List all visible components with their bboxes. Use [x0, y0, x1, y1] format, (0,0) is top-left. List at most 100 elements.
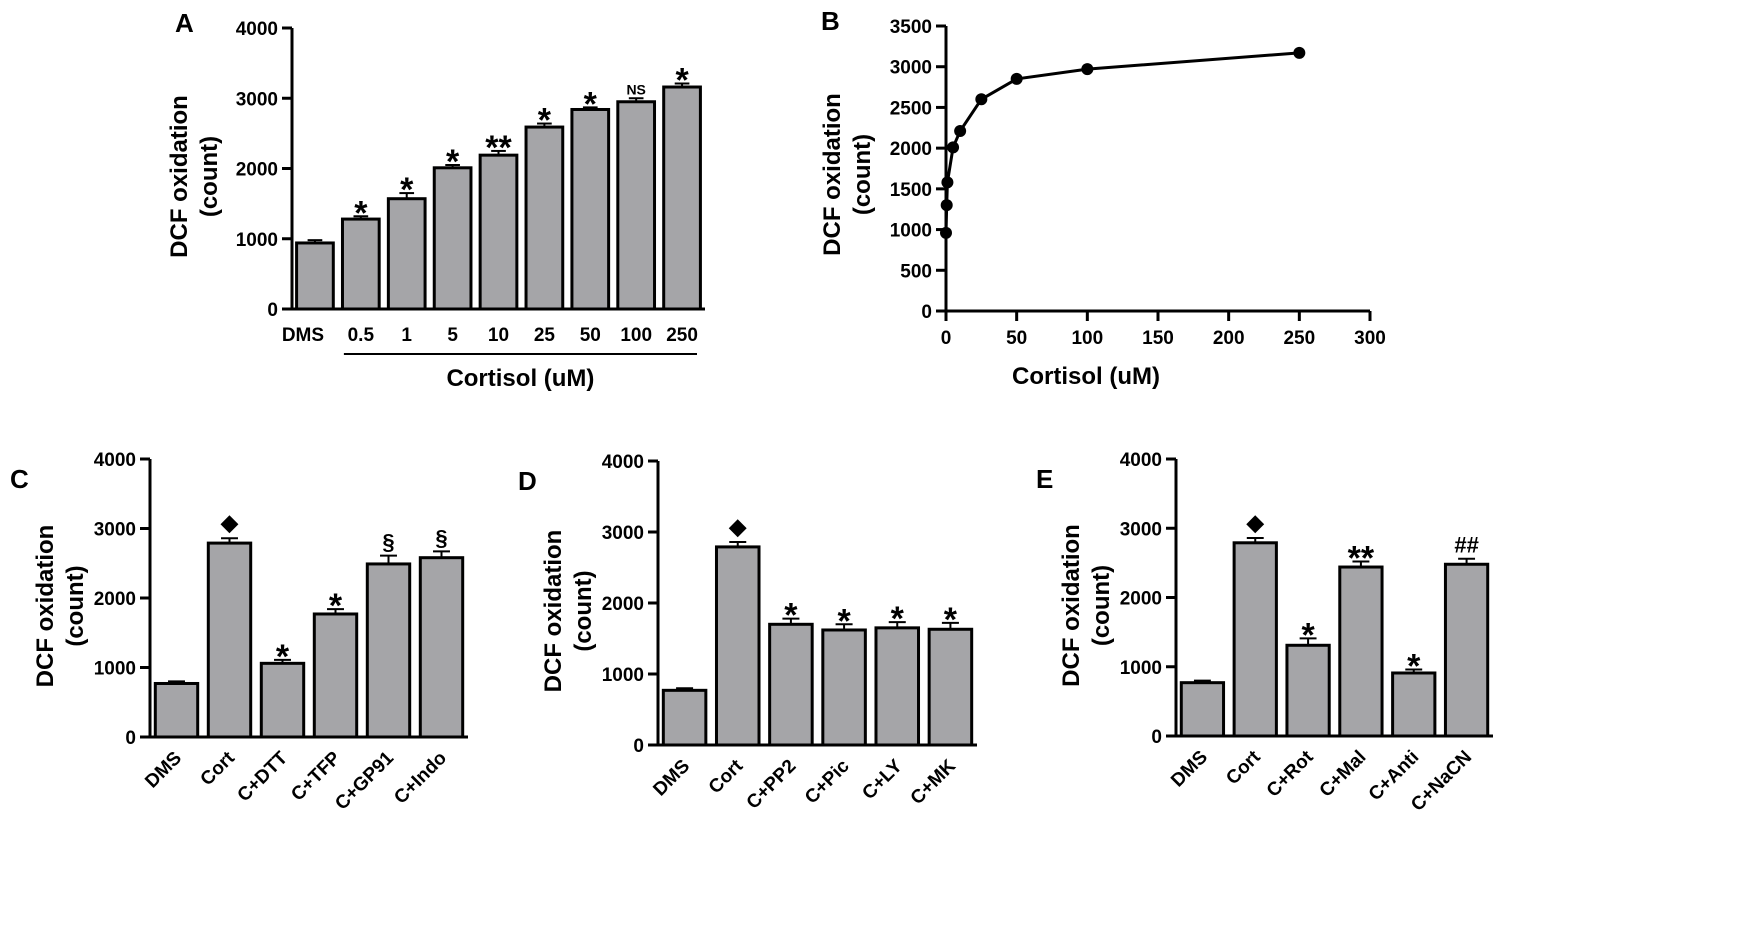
significance-mark-E: ** [1348, 539, 1375, 577]
bar-E [1179, 681, 1226, 738]
x-tick-label-A: 50 [580, 325, 601, 346]
y-tick-label-A: 2000 [236, 160, 278, 181]
bar-D [821, 628, 867, 747]
significance-mark-C: ◆ [220, 510, 239, 535]
bar-D [874, 626, 921, 747]
y-axis-title-E: (count) [1088, 565, 1115, 646]
y-axis-title-C: DCF oxidation [32, 525, 59, 688]
significance-mark-C: * [329, 587, 343, 625]
x-tick-label-C: C+DTT [234, 747, 293, 806]
x-tick-label-D: C+Pic [801, 755, 854, 808]
y-tick-label-C: 3000 [94, 520, 136, 541]
x-tick-label-B: 250 [1283, 328, 1315, 349]
significance-mark-A: * [400, 171, 414, 209]
x-tick-label-D: C+MK [907, 755, 960, 808]
bar-E [1338, 565, 1384, 738]
x-tick-label-A: 250 [666, 325, 698, 346]
y-tick-label-C: 4000 [94, 450, 136, 471]
panel-label-B: B [821, 6, 840, 36]
significance-mark-A: NS [626, 81, 645, 97]
y-tick-label-E: 0 [1151, 727, 1162, 748]
significance-mark-E: * [1301, 616, 1315, 654]
x-tick-label-A: 10 [488, 325, 509, 346]
data-point-B [975, 93, 988, 106]
y-tick-label-D: 4000 [602, 452, 644, 473]
y-tick-label-B: 3500 [890, 17, 932, 38]
panel-label-E: E [1036, 464, 1053, 494]
y-tick-label-B: 500 [900, 261, 932, 282]
bar-C [259, 661, 306, 739]
y-tick-label-B: 2000 [890, 139, 932, 160]
x-tick-label-A: DMS [282, 325, 324, 346]
significance-mark-D: * [784, 597, 798, 635]
bar-A [432, 166, 473, 311]
data-point-B [954, 125, 967, 138]
y-tick-label-A: 4000 [236, 19, 278, 40]
bar-A [478, 153, 519, 311]
y-axis-title-B: DCF oxidation [819, 93, 846, 256]
panel-label-D: D [518, 466, 537, 496]
significance-mark-D: * [837, 602, 851, 640]
x-axis-title-B: Cortisol (uM) [1012, 363, 1160, 390]
x-tick-label-A: 5 [447, 325, 458, 346]
significance-mark-A: ** [485, 129, 512, 167]
x-tick-label-C: C+GP91 [331, 747, 398, 814]
y-axis-title-D: (count) [570, 570, 597, 651]
data-point-B [1081, 63, 1094, 76]
y-tick-label-B: 3000 [890, 58, 932, 79]
y-axis-title-E: DCF oxidation [1058, 524, 1085, 687]
significance-mark-D: ◆ [728, 514, 747, 539]
x-tick-label-A: 100 [620, 325, 652, 346]
data-point-B [940, 226, 952, 239]
x-tick-label-A: 1 [401, 325, 412, 346]
bar-D [768, 622, 814, 747]
bar-E [1232, 541, 1278, 738]
panel-label-C: C [10, 464, 29, 494]
bar-E [1285, 643, 1331, 738]
data-point-B [941, 176, 954, 189]
x-tick-label-B: 0 [941, 328, 952, 349]
y-tick-label-D: 1000 [602, 665, 644, 686]
y-tick-label-A: 3000 [236, 89, 278, 110]
bar-A [295, 241, 335, 311]
bar-A [340, 217, 381, 311]
significance-mark-D: * [944, 601, 958, 639]
bar-E [1391, 671, 1437, 738]
y-tick-label-A: 0 [267, 300, 278, 321]
y-tick-label-E: 3000 [1120, 519, 1162, 540]
y-axis-title-B: (count) [849, 134, 876, 215]
y-tick-label-B: 0 [921, 302, 932, 323]
significance-mark-A: * [538, 102, 552, 140]
y-tick-label-C: 1000 [94, 659, 136, 680]
x-tick-label-C: Cort [197, 747, 240, 790]
y-axis-title-C: (count) [62, 565, 89, 646]
y-tick-label-D: 3000 [602, 523, 644, 544]
data-point-B [947, 141, 960, 154]
x-tick-label-E: C+Rot [1263, 746, 1318, 801]
y-tick-label-B: 1000 [890, 221, 932, 242]
x-tick-label-E: C+Mal [1316, 747, 1371, 802]
bar-C [153, 681, 200, 739]
x-tick-label-E: Cort [1222, 746, 1265, 789]
y-tick-label-B: 2500 [890, 98, 932, 119]
significance-mark-C: § [435, 525, 447, 550]
group-label-A: Cortisol (uM) [446, 365, 594, 392]
significance-mark-A: * [354, 194, 368, 232]
series-line-B [944, 51, 1300, 233]
y-tick-label-C: 2000 [94, 589, 136, 610]
x-tick-label-B: 50 [1006, 328, 1027, 349]
panel-label-A: A [175, 8, 194, 38]
bar-A [662, 85, 702, 311]
y-axis-title-D: DCF oxidation [540, 530, 567, 693]
bar-A [616, 100, 657, 311]
x-tick-label-E: DMS [1167, 747, 1212, 792]
x-tick-label-D: C+LY [858, 755, 907, 804]
bar-D [927, 627, 974, 747]
y-tick-label-D: 2000 [602, 594, 644, 615]
data-point-B [1010, 72, 1023, 85]
x-tick-label-A: 25 [534, 325, 556, 346]
bar-D [714, 545, 761, 747]
y-tick-label-E: 1000 [1120, 658, 1162, 679]
x-tick-label-B: 300 [1354, 328, 1386, 349]
